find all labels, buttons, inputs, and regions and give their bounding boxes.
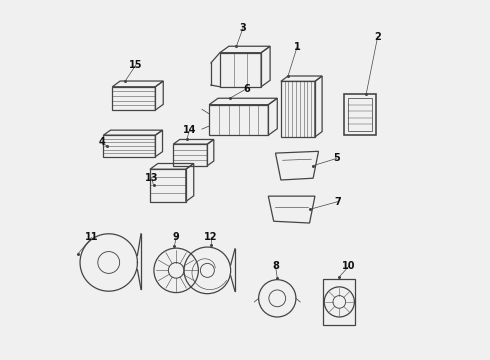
Text: 12: 12 <box>204 232 218 242</box>
Text: 1: 1 <box>294 42 300 52</box>
Text: 3: 3 <box>240 23 246 33</box>
Text: 8: 8 <box>272 261 279 271</box>
Text: 2: 2 <box>374 32 381 41</box>
Text: 5: 5 <box>333 153 340 163</box>
Text: 4: 4 <box>98 138 105 147</box>
Text: 11: 11 <box>85 232 98 242</box>
Text: 13: 13 <box>145 173 158 183</box>
Text: 6: 6 <box>244 84 250 94</box>
Text: 7: 7 <box>335 197 342 207</box>
Text: 14: 14 <box>183 125 196 135</box>
Text: 15: 15 <box>129 60 143 70</box>
Text: 10: 10 <box>342 261 356 271</box>
Text: 9: 9 <box>173 232 179 242</box>
